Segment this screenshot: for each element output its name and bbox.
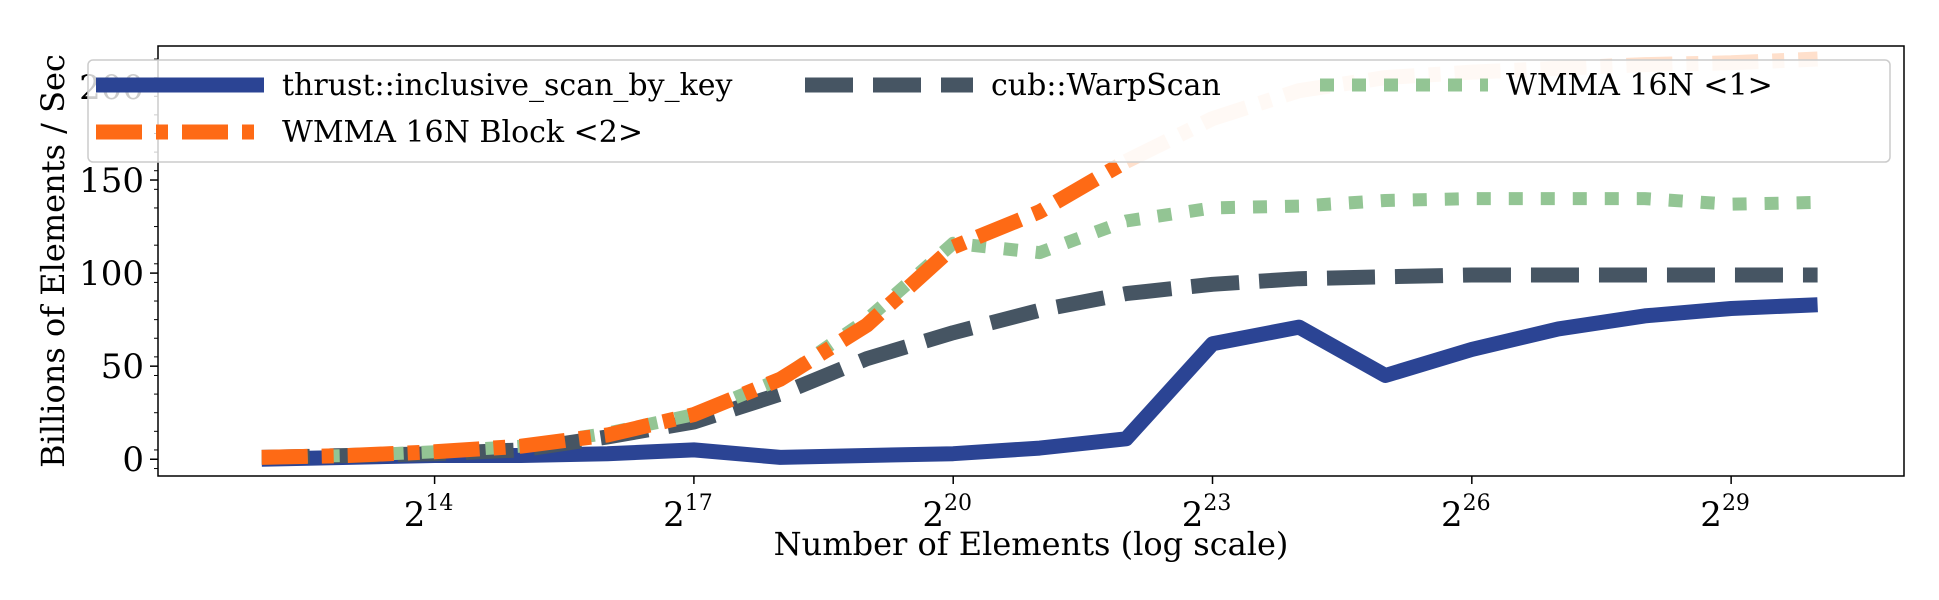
x-tick-label: 229 bbox=[1700, 491, 1750, 535]
legend-label: WMMA 16N Block <2> bbox=[282, 115, 643, 150]
x-tick-exponent: 26 bbox=[1463, 491, 1491, 516]
x-tick-exponent: 20 bbox=[944, 491, 972, 516]
x-tick-exponent: 17 bbox=[685, 491, 713, 516]
series-line bbox=[261, 154, 1130, 465]
x-tick-label: 226 bbox=[1441, 491, 1491, 535]
x-tick-exponent: 14 bbox=[425, 491, 453, 516]
legend-box bbox=[87, 59, 1891, 163]
x-tick-exponent: 23 bbox=[1203, 491, 1231, 516]
x-tick-label: 214 bbox=[404, 491, 454, 535]
x-tick-exponent: 29 bbox=[1722, 491, 1750, 516]
legend-label: WMMA 16N <1> bbox=[1506, 68, 1773, 103]
legend: thrust::inclusive_scan_by_key cub::WarpSc… bbox=[87, 59, 1891, 163]
plot-frame bbox=[157, 45, 1905, 477]
legend-label: cub::WarpScan bbox=[991, 68, 1221, 103]
y-axis-title: Billions of Elements / Sec bbox=[34, 54, 72, 468]
y-tick-label: 150 bbox=[79, 161, 144, 201]
y-tick-label: 0 bbox=[122, 440, 144, 480]
y-tick-label: 100 bbox=[79, 254, 144, 294]
x-axis-title: Number of Elements (log scale) bbox=[774, 525, 1289, 563]
y-tick-label: 50 bbox=[101, 347, 144, 387]
legend-label: thrust::inclusive_scan_by_key bbox=[282, 68, 733, 103]
series-line bbox=[261, 297, 1818, 467]
x-tick-label: 217 bbox=[663, 491, 713, 535]
series-line bbox=[261, 267, 1818, 465]
